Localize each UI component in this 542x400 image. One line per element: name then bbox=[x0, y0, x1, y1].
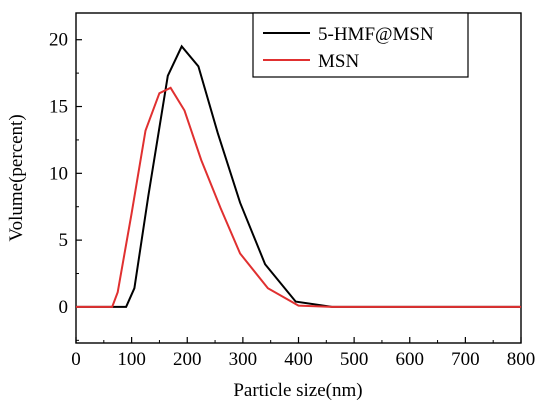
y-tick-label: 15 bbox=[49, 97, 68, 118]
legend-label-msn: MSN bbox=[318, 51, 359, 72]
x-tick-label: 600 bbox=[396, 349, 425, 370]
series-line-5-hmf-msn bbox=[76, 44, 521, 308]
y-tick-label: 5 bbox=[59, 230, 69, 251]
series-line-msn bbox=[76, 86, 521, 308]
x-tick-label: 400 bbox=[284, 349, 313, 370]
legend-label-5-hmf-msn: 5-HMF@MSN bbox=[318, 24, 434, 45]
series-lines bbox=[76, 44, 521, 308]
axis-ticks: 0 100 200 300 400 500 600 700 800 0 5 10 15 20 bbox=[49, 30, 535, 370]
x-tick-label: 100 bbox=[117, 349, 146, 370]
y-axis-label: Volume(percent) bbox=[6, 114, 27, 241]
x-tick-label: 700 bbox=[451, 349, 480, 370]
x-tick-label: 500 bbox=[340, 349, 369, 370]
x-tick-label: 200 bbox=[173, 349, 202, 370]
legend: 5-HMF@MSN MSN bbox=[252, 12, 469, 78]
legend-box bbox=[252, 12, 469, 78]
y-tick-label: 10 bbox=[49, 163, 68, 184]
x-tick-label: 300 bbox=[229, 349, 258, 370]
x-tick-label: 800 bbox=[507, 349, 536, 370]
y-tick-label: 20 bbox=[49, 30, 68, 51]
x-axis-label: Particle size(nm) bbox=[233, 380, 362, 400]
x-tick-label: 0 bbox=[71, 349, 81, 370]
y-tick-label: 0 bbox=[59, 297, 69, 318]
